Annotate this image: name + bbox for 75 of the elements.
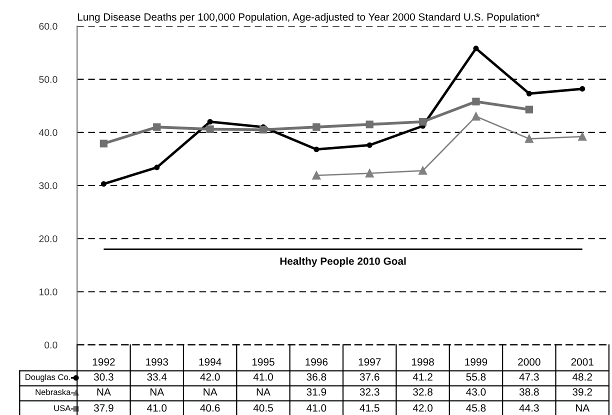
- data-label: 44.3: [519, 404, 539, 412]
- x-tick-label: 1994: [199, 358, 222, 366]
- x-tick-label: 1992: [92, 358, 115, 366]
- point: [366, 120, 374, 128]
- data-label: 38.8: [519, 388, 539, 396]
- point: [207, 118, 213, 125]
- data-label: 43.0: [466, 388, 486, 396]
- point: [578, 132, 587, 141]
- text: NA: [256, 388, 270, 396]
- x-tick-label: 1995: [252, 358, 274, 366]
- ref-line-label: Healthy People 2010 Goal: [280, 257, 406, 267]
- point: [418, 118, 427, 126]
- data-label: 36.8: [306, 373, 326, 381]
- point: [525, 106, 533, 114]
- point: [472, 112, 480, 121]
- data-label: 41.5: [360, 404, 380, 412]
- y-tick-label: 10.0: [39, 288, 58, 296]
- data-label: 32.8: [413, 388, 432, 396]
- x-tick-label: 1997: [358, 358, 381, 366]
- point: [526, 90, 532, 96]
- data-label: 33.4: [147, 373, 167, 381]
- point: [312, 171, 321, 180]
- text: NA: [576, 404, 590, 412]
- x-tick-label: 1996: [306, 358, 328, 366]
- data-label: 42.0: [200, 373, 220, 381]
- legend-label: USA: [54, 405, 71, 412]
- point: [418, 166, 427, 175]
- x-tick-label: 1993: [146, 358, 168, 366]
- data-label: 40.5: [253, 404, 273, 412]
- data-label: 41.0: [306, 404, 326, 412]
- data-label: 48.2: [572, 373, 592, 381]
- chart-title: Lung Disease Deaths per 100,000 Population, Age-adjusted to Year 2000 Standard U.S. Population*: [78, 13, 540, 23]
- x-tick-label: 2000: [518, 358, 540, 366]
- point: [100, 140, 108, 148]
- y-tick-label: 40.0: [38, 129, 58, 136]
- legend-label: Douglas Co.: [26, 374, 70, 382]
- y-tick-label: 20.0: [39, 235, 58, 242]
- point: [154, 164, 160, 170]
- y-tick-label: 60.0: [39, 22, 58, 30]
- x-tick-label: 1999: [465, 358, 488, 366]
- point: [206, 125, 214, 134]
- data-label: 30.3: [94, 373, 114, 381]
- point: [580, 86, 586, 92]
- point: [314, 146, 320, 152]
- point: [525, 134, 534, 143]
- data-label: 42.0: [412, 404, 433, 412]
- data-label: 39.2: [572, 388, 592, 396]
- y-tick-label: 0.0: [44, 342, 58, 348]
- y-tick-label: 30.0: [39, 182, 58, 190]
- x-tick-label: 2001: [571, 358, 594, 366]
- point: [473, 46, 479, 52]
- point: [259, 126, 268, 134]
- point: [312, 123, 320, 131]
- data-label: 32.3: [360, 388, 380, 396]
- point: [365, 169, 374, 178]
- text: NA: [204, 388, 218, 396]
- data-label: 37.6: [360, 373, 380, 381]
- point: [100, 181, 106, 187]
- data-label: 41.0: [146, 404, 167, 412]
- data-label: 41.2: [412, 373, 432, 381]
- y-tick-label: 50.0: [39, 76, 58, 83]
- data-label: 47.3: [519, 373, 539, 381]
- data-label: 40.6: [200, 404, 220, 412]
- legend-label: Nebraska: [36, 388, 71, 396]
- point: [153, 123, 161, 131]
- data-label: 41.0: [253, 373, 273, 381]
- point: [472, 98, 480, 106]
- data-label: 45.8: [466, 404, 486, 412]
- x-tick-label: 1998: [412, 358, 434, 366]
- text: NA: [97, 388, 111, 396]
- data-label: 55.8: [466, 373, 486, 381]
- point: [366, 142, 372, 148]
- data-label: 31.9: [306, 388, 326, 396]
- text: NA: [150, 388, 164, 396]
- data-label: 37.9: [94, 404, 114, 412]
